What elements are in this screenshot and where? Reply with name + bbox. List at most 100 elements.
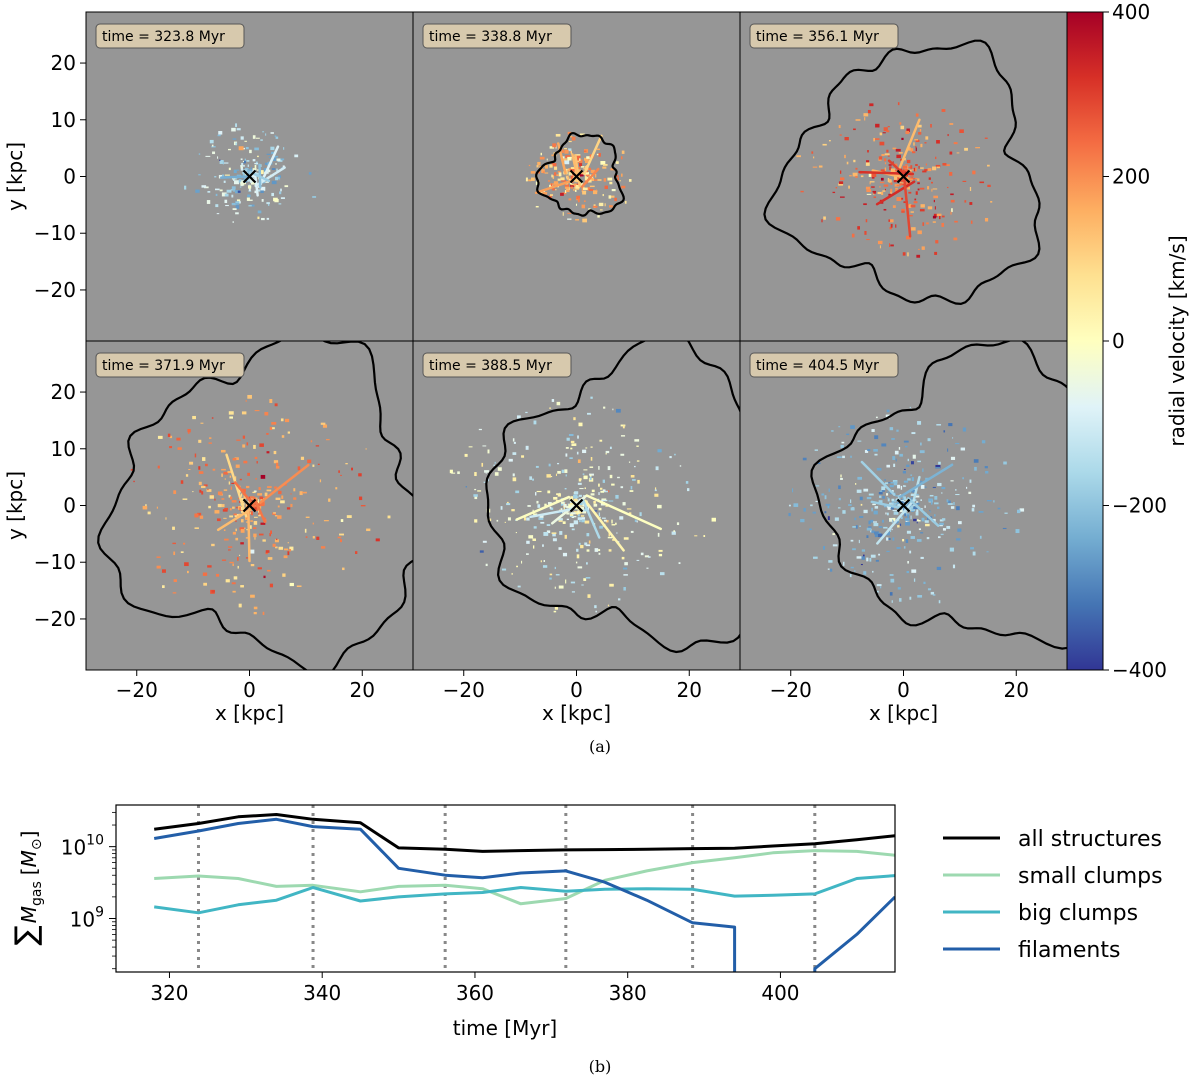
gas-clump — [863, 203, 867, 206]
gas-clump — [892, 509, 898, 512]
gas-clump — [952, 437, 954, 439]
gas-clump — [911, 569, 917, 573]
gas-clump — [342, 567, 345, 571]
gas-clump — [536, 500, 539, 504]
gas-clump — [184, 562, 189, 567]
gas-clump — [889, 219, 894, 223]
gas-clump — [599, 525, 603, 529]
gas-clump — [892, 500, 897, 502]
center-marker — [242, 169, 257, 184]
gas-clump — [619, 180, 621, 182]
gas-clump — [250, 594, 255, 598]
gas-clump — [907, 561, 909, 564]
gas-clump — [905, 130, 910, 135]
gas-clump — [866, 189, 872, 193]
gas-clump — [940, 533, 944, 536]
gas-clump — [211, 146, 216, 148]
gas-clump — [886, 149, 889, 153]
gas-clump — [866, 557, 869, 562]
gas-clump — [887, 126, 890, 128]
gas-clump — [183, 542, 186, 545]
gas-clump — [257, 499, 260, 504]
gas-clump — [232, 506, 235, 509]
gas-clump — [918, 248, 920, 250]
gas-clump — [584, 487, 586, 490]
gas-clump — [603, 519, 607, 522]
gas-clump — [926, 537, 930, 540]
gas-clump — [897, 102, 900, 106]
gas-clump — [201, 491, 204, 495]
gas-clump — [860, 175, 864, 178]
gas-clump — [580, 506, 585, 511]
gas-clump — [603, 178, 607, 182]
gas-clump — [577, 482, 582, 485]
gas-clump — [211, 417, 214, 419]
gas-clump — [586, 562, 588, 565]
gas-clump — [562, 521, 566, 524]
gas-clump — [494, 472, 499, 476]
gas-filament — [902, 169, 912, 238]
gas-clump — [570, 512, 576, 515]
gas-clump — [587, 594, 591, 598]
gas-clump — [609, 474, 613, 479]
x-tick-label: 20 — [1004, 678, 1029, 702]
gas-clump — [883, 526, 888, 529]
gas-clump — [532, 478, 534, 481]
gas-clump — [512, 452, 517, 455]
gas-clump — [848, 185, 850, 189]
gas-clump — [813, 156, 815, 159]
gas-clump — [943, 430, 946, 433]
gas-clump — [221, 192, 227, 197]
gas-clump — [240, 529, 245, 533]
gas-clump — [571, 591, 575, 593]
gas-clump — [557, 470, 561, 474]
gas-clump — [587, 412, 591, 415]
gas-clump — [547, 502, 552, 505]
gas-clump — [630, 486, 633, 490]
gas-clump — [235, 520, 237, 523]
gas-clump — [832, 191, 836, 194]
gas-clump — [950, 456, 956, 460]
gas-clump — [951, 208, 953, 213]
gas-clump — [533, 420, 537, 425]
gas-clump — [473, 494, 478, 497]
gas-clump — [570, 178, 572, 181]
gas-clump — [950, 199, 955, 203]
gas-clump — [564, 190, 567, 193]
gas-clump — [223, 180, 226, 183]
gas-clump — [871, 175, 875, 179]
gas-clump — [904, 158, 906, 161]
gas-clump — [266, 432, 269, 435]
velocity-map-grid: time = 323.8 Myr time = 338.8 Myr time = 3… — [85, 11, 1068, 671]
time-label-text: time = 404.5 Myr — [756, 358, 879, 374]
gas-clump — [549, 573, 553, 576]
gas-clump — [560, 177, 565, 181]
gas-clump — [513, 441, 516, 444]
gas-clump — [501, 568, 507, 571]
gas-clump — [891, 498, 895, 502]
gas-clump — [568, 140, 572, 143]
gas-clump — [565, 453, 568, 457]
gas-clump — [915, 502, 920, 505]
gas-clump — [889, 243, 891, 248]
gas-clump — [559, 531, 563, 535]
gas-clump — [886, 550, 890, 552]
gas-clump — [899, 453, 903, 457]
gas-clump — [222, 161, 224, 165]
gas-clump — [573, 511, 578, 513]
gas-clump — [920, 143, 923, 148]
time-label: time = 404.5 Myr — [749, 352, 899, 378]
gas-clump — [528, 164, 531, 167]
gas-clump — [255, 477, 257, 480]
gas-clump — [561, 192, 567, 195]
gas-clump — [926, 222, 929, 225]
gas-clump — [553, 181, 559, 185]
gas-clump — [969, 479, 972, 483]
gas-clump — [221, 468, 226, 471]
gas-clump — [203, 582, 208, 586]
gas-clump — [855, 167, 858, 170]
gas-clump — [529, 476, 533, 480]
gas-clump — [877, 240, 883, 245]
gas-clump — [893, 179, 897, 183]
gas-clump — [570, 183, 574, 186]
